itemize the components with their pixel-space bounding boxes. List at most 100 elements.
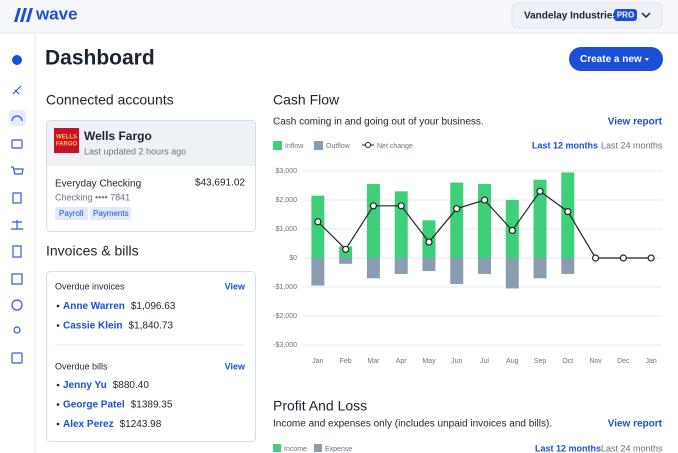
x-tick-label: Jan — [312, 358, 323, 365]
range-option[interactable]: Last 24 months — [601, 443, 663, 453]
bullet — [56, 304, 60, 308]
x-tick-label: Mar — [367, 358, 380, 365]
bar — [505, 258, 519, 289]
create-button[interactable] — [569, 47, 663, 71]
x-tick-label: Apr — [396, 358, 408, 365]
pro-badge-text: PRO — [617, 11, 634, 20]
bank-name: Wells Fargo — [84, 129, 152, 143]
legend-swatch — [273, 444, 281, 452]
net-change-point — [647, 254, 655, 262]
y-tick-label: $0 — [289, 255, 297, 262]
nav-accounting[interactable] — [11, 220, 23, 230]
nav-launch[interactable] — [12, 85, 22, 95]
legend-label: Inflow — [285, 143, 304, 150]
legend-marker — [365, 142, 371, 148]
item-name[interactable]: Alex Perez — [63, 419, 114, 430]
nav-reports[interactable] — [11, 299, 23, 311]
account-card-head — [47, 120, 255, 166]
sidebar-icons — [9, 55, 26, 364]
y-tick-label: -$2,000 — [273, 313, 297, 320]
tag-text: Payroll — [59, 209, 84, 218]
bank-updated: Last updated 2 hours ago — [84, 146, 186, 156]
range-option[interactable]: Last 12 months — [532, 140, 598, 150]
nav-dashboard[interactable] — [11, 115, 23, 122]
bar — [561, 258, 575, 274]
legend-swatch — [314, 444, 322, 452]
bar — [366, 184, 380, 258]
list-item[interactable]: Cassie Klein $1,840.73 — [63, 320, 173, 331]
x-tick-label: Jun — [451, 358, 462, 365]
range-option[interactable]: Last 12 months — [535, 443, 601, 453]
nav-payroll[interactable] — [11, 273, 23, 285]
nav-banking[interactable] — [12, 245, 22, 258]
legend-swatch — [314, 141, 323, 150]
bar — [311, 195, 325, 258]
nav-create[interactable] — [12, 55, 22, 65]
nav-advisors[interactable] — [13, 326, 21, 334]
y-tick-label: $1,000 — [276, 226, 298, 233]
bullet — [56, 403, 60, 406]
x-tick-label: Dec — [617, 358, 630, 365]
invoices-card — [46, 271, 256, 442]
list-item[interactable]: Anne Warren $1,096.63 — [63, 301, 176, 312]
view-report[interactable]: View report — [608, 419, 663, 430]
x-tick-label: Feb — [340, 358, 352, 365]
net-change-point — [342, 245, 350, 253]
x-tick-label: Sep — [534, 358, 547, 365]
legend-label: Net change — [377, 143, 413, 150]
bar — [366, 258, 380, 279]
list-item[interactable]: George Patel $1389.35 — [63, 399, 173, 410]
chart-title: Cash Flow — [273, 92, 340, 108]
net-change-point — [480, 196, 489, 204]
view-report[interactable]: View report — [608, 117, 663, 128]
net-change-point — [314, 218, 322, 226]
net-change-point — [453, 205, 461, 213]
bar — [478, 184, 491, 258]
x-tick-label: May — [422, 358, 436, 365]
y-tick-label: $2,000 — [276, 197, 298, 204]
company-name[interactable]: Vandelay Industries — [524, 11, 618, 22]
bar — [533, 179, 547, 258]
account-number: Checking •••• 7841 — [55, 192, 130, 202]
x-tick-label: Nov — [589, 358, 602, 365]
legend-label: Expense — [325, 446, 352, 453]
bullet — [56, 422, 60, 426]
bar — [394, 258, 408, 274]
cash-flow-chart: $3,000 $2,000 $1,000 $0 -$1,000 -$2,000 -$3,00… — [273, 141, 662, 365]
bullet — [56, 383, 60, 387]
item-name[interactable]: George Patel — [63, 399, 125, 410]
item-name[interactable]: Cassie Klein — [63, 320, 122, 331]
list-item[interactable]: Jenny Yu $880.40 — [63, 380, 149, 391]
pro-badge — [614, 9, 637, 21]
create-button-text[interactable]: Create a new — [580, 54, 642, 65]
item-amount: $880.40 — [113, 380, 150, 391]
nav-sales[interactable] — [11, 166, 24, 175]
nav-settings[interactable] — [11, 352, 23, 364]
range-option[interactable]: Last 24 months — [601, 140, 663, 150]
x-tick-label: Aug — [506, 358, 519, 365]
bank-logo-text: WELLS — [56, 135, 77, 141]
bullet — [56, 324, 60, 327]
list-item[interactable]: Alex Perez $1243.98 — [63, 419, 162, 430]
view-link[interactable]: View — [225, 281, 246, 291]
net-change-point — [508, 226, 516, 235]
nav-accounts[interactable] — [11, 139, 23, 149]
legend-label: Outflow — [326, 143, 351, 150]
bar — [339, 258, 353, 264]
view-link[interactable]: View — [225, 361, 246, 371]
section-title: Connected accounts — [46, 92, 174, 108]
net-change-point — [536, 187, 544, 195]
chevron[interactable] — [641, 12, 651, 19]
y-tick-label: -$3,000 — [273, 342, 297, 349]
section-subtitle: Income and expenses only (includes unpai… — [273, 419, 552, 430]
x-tick-label: Jan — [645, 358, 656, 365]
bank-logo — [54, 128, 79, 153]
item-name[interactable]: Anne Warren — [63, 301, 125, 312]
nav-purchases[interactable] — [12, 192, 22, 204]
logo-mark — [14, 8, 33, 22]
create-caret — [645, 58, 649, 61]
bar — [478, 258, 491, 274]
net-change-point — [564, 208, 572, 216]
item-name[interactable]: Jenny Yu — [63, 380, 107, 391]
